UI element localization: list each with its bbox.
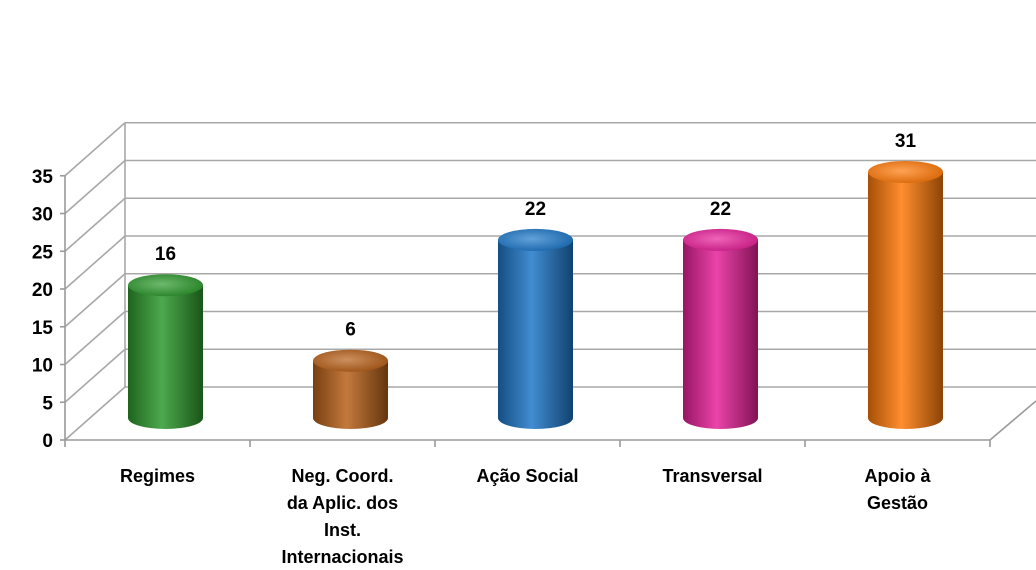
bar: [683, 228, 758, 429]
category-label: Apoio à: [865, 466, 932, 486]
category-label: da Aplic. dos: [287, 493, 398, 513]
bar: [498, 228, 573, 429]
gridline-side: [64, 159, 126, 215]
data-label: 22: [525, 199, 546, 220]
bar-body: [128, 285, 203, 429]
y-tick-label: 35: [32, 167, 54, 188]
bar-top: [313, 349, 388, 372]
gridline-side: [64, 122, 126, 177]
chart-gridlines: [64, 121, 1036, 441]
y-tick-label: 25: [32, 242, 54, 263]
bar: [313, 349, 389, 429]
gridline-side: [64, 197, 126, 252]
bar: [868, 160, 943, 429]
y-axis: 0 5 10 15 20 25 30 35: [32, 167, 66, 452]
gridline-side: [64, 348, 126, 403]
y-tick-label: 20: [32, 280, 53, 301]
bar-top: [868, 160, 943, 183]
bar-top: [498, 228, 573, 251]
data-label: 22: [710, 199, 731, 220]
data-label: 16: [155, 244, 176, 265]
gridline-side: [64, 235, 126, 290]
y-tick-label: 0: [42, 431, 53, 452]
category-label: Internacionais: [281, 547, 403, 567]
gridline-side: [64, 273, 126, 328]
category-label: Ação Social: [476, 466, 578, 486]
category-label: Gestão: [867, 493, 928, 513]
bar-body: [868, 171, 943, 429]
data-label: 31: [895, 131, 917, 152]
bar-body: [683, 239, 758, 429]
y-tick-label: 10: [32, 356, 53, 377]
bar-top: [128, 274, 203, 297]
y-tick-label: 5: [42, 393, 53, 414]
category-label: Regimes: [120, 466, 195, 486]
x-axis: Regimes Neg. Coord. da Aplic. dos Inst. Inte…: [64, 440, 991, 567]
floor-edge: [989, 400, 1036, 441]
bar-body: [498, 239, 573, 429]
data-labels: 16 6 22 22 31: [155, 131, 917, 341]
gridline-side: [64, 310, 126, 366]
gridline-side: [64, 386, 126, 441]
category-label: Transversal: [662, 466, 762, 486]
bar: [128, 274, 203, 429]
y-tick-label: 15: [32, 318, 54, 339]
category-label: Inst.: [324, 520, 361, 540]
bar-top: [683, 228, 758, 251]
bar-body: [313, 360, 389, 429]
y-tick-label: 30: [32, 205, 53, 226]
category-label: Neg. Coord.: [292, 466, 394, 486]
data-label: 6: [345, 320, 356, 341]
bar-series: [128, 160, 943, 429]
